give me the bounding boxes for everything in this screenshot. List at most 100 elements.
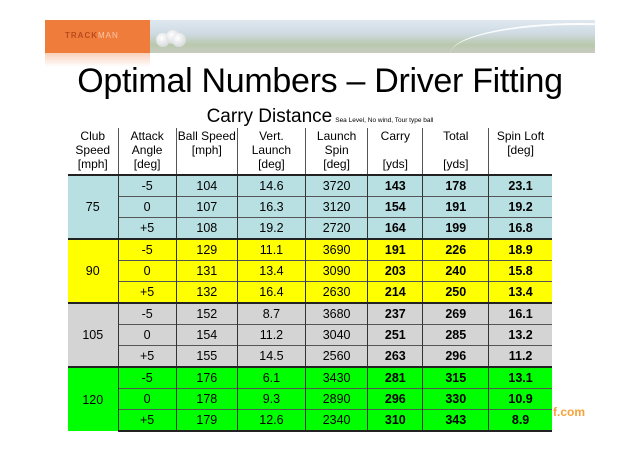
vert-launch-cell: 11.2 xyxy=(236,324,306,346)
column-header: Club Speed [mph] xyxy=(68,128,119,176)
column-header-label: Carry xyxy=(380,129,411,143)
ball-speed-cell: 176 xyxy=(175,366,238,389)
spin-loft-cell: 19.2 xyxy=(488,196,552,218)
attack-cell: +5 xyxy=(117,345,177,367)
column-header-label: Ball Speed xyxy=(177,129,236,143)
logo-reflection xyxy=(45,53,150,67)
total-cell: 296 xyxy=(422,345,489,367)
column-header-unit: [deg] xyxy=(258,157,285,171)
carry-cell: 296 xyxy=(367,388,423,410)
attack-cell: -5 xyxy=(117,238,177,261)
attack-cell: 0 xyxy=(117,196,177,218)
spin-loft-cell: 13.1 xyxy=(488,366,552,389)
watermark-text: f.com xyxy=(553,405,586,419)
attack-cell: +5 xyxy=(117,281,177,303)
column-header-label: Vert. Launch xyxy=(251,129,292,157)
spin-loft-cell: 13.4 xyxy=(488,281,552,303)
ball-speed-cell: 129 xyxy=(175,238,238,261)
total-cell: 315 xyxy=(422,366,489,389)
total-cell: 226 xyxy=(422,238,489,261)
table-row: 90 -5 129 11.1 3690 191 226 18.9 xyxy=(68,238,552,303)
ball-speed-cell: 155 xyxy=(175,345,238,367)
attack-cell: 0 xyxy=(117,388,177,410)
attack-cell: 0 xyxy=(117,260,177,282)
spin-cell: 2890 xyxy=(304,388,368,410)
table-row: 105 -5 152 8.7 3680 237 269 16.1 xyxy=(68,302,552,367)
club-speed-cell: 105 xyxy=(68,302,119,367)
vert-launch-cell: 6.1 xyxy=(236,366,306,389)
column-header: Attack Angle [deg] xyxy=(117,128,177,176)
spin-loft-cell: 11.2 xyxy=(488,345,552,367)
ball-speed-cell: 104 xyxy=(175,174,238,197)
table-row: 0 131 13.4 3090 203 240 15.8 xyxy=(68,260,552,282)
total-cell: 250 xyxy=(422,281,489,303)
page-title: Optimal Numbers – Driver Fitting xyxy=(77,62,563,100)
table-body: 75 -5 104 14.6 3720 143 178 23.1 0 107 16.3 3120 154… xyxy=(68,174,552,432)
carry-cell: 214 xyxy=(367,281,423,303)
carry-cell: 164 xyxy=(367,217,423,239)
ball-speed-cell: 108 xyxy=(175,217,238,239)
attack-cell: -5 xyxy=(117,366,177,389)
spin-cell: 3720 xyxy=(304,174,368,197)
spin-loft-cell: 10.9 xyxy=(488,388,552,410)
column-header-unit: [mph] xyxy=(191,143,222,157)
table-row: +5 108 19.2 2720 164 199 16.8 xyxy=(68,217,552,239)
column-header: Carry [yds] xyxy=(367,128,423,176)
table-row: 0 107 16.3 3120 154 191 19.2 xyxy=(68,196,552,218)
column-header-label: Attack Angle xyxy=(130,129,164,157)
spin-loft-cell: 18.9 xyxy=(488,238,552,261)
column-header-unit: [deg] xyxy=(133,157,161,171)
table-row: 0 154 11.2 3040 251 285 13.2 xyxy=(68,324,552,346)
vert-launch-cell: 16.4 xyxy=(236,281,306,303)
ball-speed-cell: 131 xyxy=(175,260,238,282)
attack-cell: +5 xyxy=(117,217,177,239)
attack-cell: +5 xyxy=(117,409,177,432)
spin-cell: 2340 xyxy=(304,409,368,432)
spin-loft-cell: 16.8 xyxy=(488,217,552,239)
ball-speed-cell: 152 xyxy=(175,302,238,325)
vert-launch-cell: 19.2 xyxy=(236,217,306,239)
vert-launch-cell: 11.1 xyxy=(236,238,306,261)
spin-cell: 3430 xyxy=(304,366,368,389)
golf-ball-icon xyxy=(172,33,186,47)
carry-cell: 263 xyxy=(367,345,423,367)
table-subtitle: Carry Distance Sea Level, No wind, Tour t… xyxy=(0,106,640,128)
vert-launch-cell: 12.6 xyxy=(236,409,306,432)
column-header-label: Launch Spin xyxy=(316,129,357,157)
trajectory-arc xyxy=(450,23,640,85)
ball-speed-cell: 132 xyxy=(175,281,238,303)
column-header-unit: [yds] xyxy=(382,157,409,171)
ball-speed-cell: 179 xyxy=(175,409,238,432)
column-header-unit: [mph] xyxy=(77,157,108,171)
total-cell: 285 xyxy=(422,324,489,346)
spin-cell: 3120 xyxy=(304,196,368,218)
column-header: Ball Speed [mph] xyxy=(175,128,238,176)
ball-speed-cell: 178 xyxy=(175,388,238,410)
spin-cell: 2630 xyxy=(304,281,368,303)
trackman-banner: TRACKMAN xyxy=(45,20,640,53)
table-row: +5 179 12.6 2340 310 343 8.9 xyxy=(68,409,552,432)
spin-cell: 3040 xyxy=(304,324,368,346)
column-header-unit: [yds] xyxy=(443,157,469,171)
total-cell: 330 xyxy=(422,388,489,410)
logo-track: TRACK xyxy=(65,31,98,40)
spin-loft-cell: 16.1 xyxy=(488,302,552,325)
vert-launch-cell: 13.4 xyxy=(236,260,306,282)
spin-cell: 3090 xyxy=(304,260,368,282)
table-row: +5 132 16.4 2630 214 250 13.4 xyxy=(68,281,552,303)
carry-cell: 203 xyxy=(367,260,423,282)
subtitle-main: Carry Distance xyxy=(206,106,333,127)
carry-cell: 191 xyxy=(367,238,423,261)
attack-cell: -5 xyxy=(117,302,177,325)
ball-speed-cell: 154 xyxy=(175,324,238,346)
spin-cell: 3690 xyxy=(304,238,368,261)
vert-launch-cell: 8.7 xyxy=(236,302,306,325)
column-header-unit: [deg] xyxy=(507,143,534,157)
column-header-label: Club Speed xyxy=(75,129,111,157)
column-header: Vert. Launch [deg] xyxy=(236,128,306,176)
spin-cell: 2560 xyxy=(304,345,368,367)
vert-launch-cell: 16.3 xyxy=(236,196,306,218)
spin-loft-cell: 15.8 xyxy=(488,260,552,282)
carry-cell: 143 xyxy=(367,174,423,197)
table-row: 0 178 9.3 2890 296 330 10.9 xyxy=(68,388,552,410)
